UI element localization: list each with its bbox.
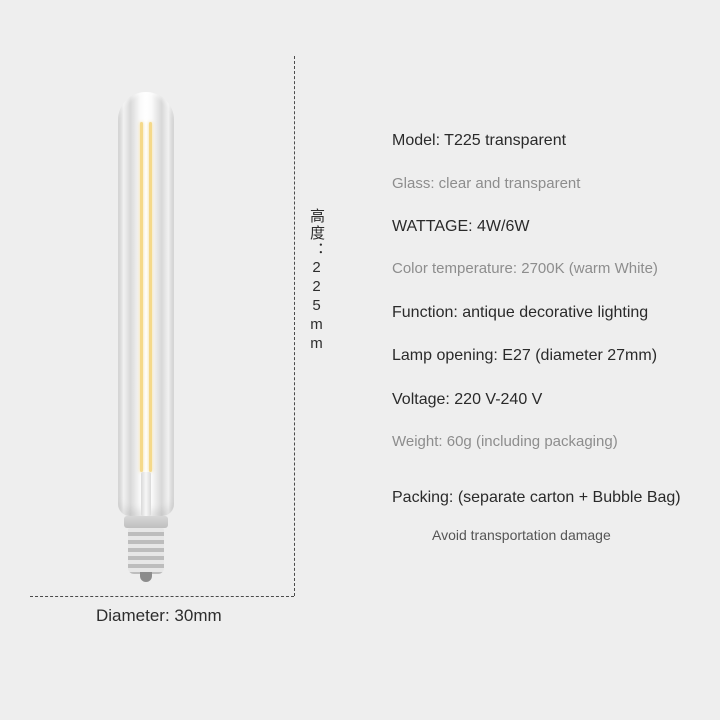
spec-weight: Weight: 60g (including packaging) [392, 432, 702, 452]
height-dimension-label: 高度：225mm [306, 208, 327, 354]
spec-lamp-opening: Lamp opening: E27 (diameter 27mm) [392, 345, 702, 367]
bulb-collar [124, 516, 168, 528]
diameter-dimension-label: Diameter: 30mm [96, 606, 222, 626]
bulb-tube [118, 92, 174, 516]
bulb-illustration [118, 92, 174, 582]
spec-color-temp: Color temperature: 2700K (warm White) [392, 259, 702, 279]
spec-wattage: WATTAGE: 4W/6W [392, 216, 702, 238]
bulb-filament [149, 122, 152, 472]
bulb-stem [141, 472, 151, 516]
spec-packing: Packing: (separate carton + Bubble Bag) [392, 487, 702, 509]
product-spec-card: 高度：225mm Diameter: 30mm Model: T225 tran… [0, 0, 720, 720]
diameter-dimension-line [30, 596, 294, 597]
bulb-filament [140, 122, 143, 472]
spec-voltage: Voltage: 220 V-240 V [392, 389, 702, 411]
spec-glass: Glass: clear and transparent [392, 174, 702, 194]
spec-function: Function: antique decorative lighting [392, 302, 702, 324]
spec-list: Model: T225 transparent Glass: clear and… [392, 130, 702, 567]
bulb-screw-base [128, 528, 164, 574]
bulb-tip [140, 572, 152, 582]
spec-model: Model: T225 transparent [392, 130, 702, 152]
height-dimension-line [294, 56, 295, 596]
spec-packing-note: Avoid transportation damage [392, 526, 702, 545]
